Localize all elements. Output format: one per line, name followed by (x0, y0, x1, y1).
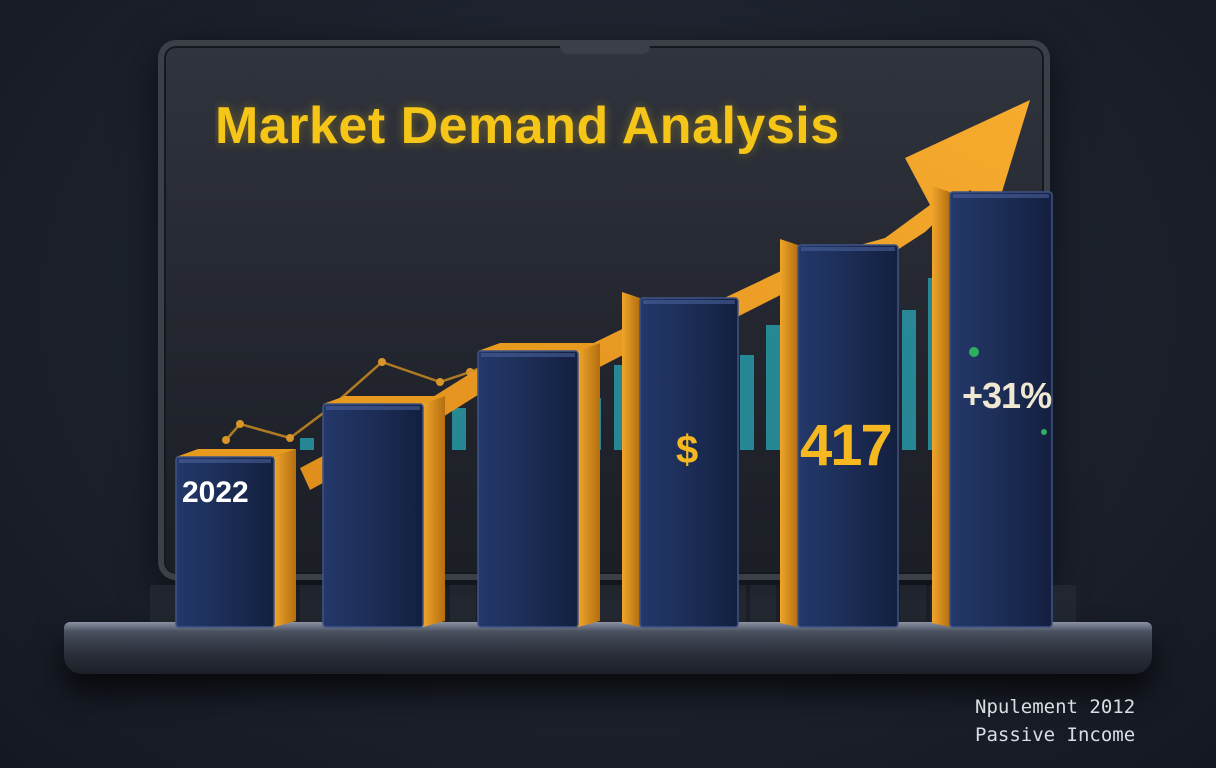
bar (477, 343, 600, 628)
background-trend-point (286, 434, 294, 442)
bar-label-value: 417 (800, 413, 893, 478)
bar-front (949, 191, 1053, 628)
background-bar (766, 325, 782, 450)
background-trend-point (436, 378, 444, 386)
bar (622, 292, 739, 628)
bar-front (639, 297, 739, 628)
bar-side (274, 449, 296, 627)
laptop-base (64, 622, 1152, 674)
bar-label-year: 2022 (182, 476, 249, 509)
bar-label-percent: +31% (962, 375, 1052, 416)
caption-line-2: Passive Income (975, 724, 1136, 746)
indicator-dot (1041, 429, 1047, 435)
caption-line-1: Npulement 2012 (975, 696, 1136, 718)
background-bar (740, 355, 754, 450)
bar-top (176, 449, 296, 457)
bar-label-dollar: $ (676, 428, 699, 472)
background-bar (300, 438, 314, 450)
bar-side (423, 396, 445, 627)
chart-title: Market Demand Analysis (215, 97, 840, 155)
bar-top (323, 396, 445, 404)
background-bar (452, 408, 466, 450)
background-trend-line (225, 358, 501, 441)
bar-highlight (179, 459, 271, 463)
bar-side (622, 292, 640, 627)
bar-front (322, 403, 424, 628)
bar-side (578, 343, 600, 627)
bar-highlight (801, 247, 895, 251)
background-trend-point (222, 436, 230, 444)
laptop-camera-notch (560, 40, 650, 54)
bar-highlight (953, 194, 1049, 198)
background-trend-point (378, 358, 386, 366)
indicator-dot (969, 347, 979, 357)
bar-highlight (481, 353, 575, 357)
bar (322, 396, 445, 628)
bar-highlight (326, 406, 420, 410)
bar (175, 449, 296, 628)
bars-group (175, 186, 1053, 628)
laptop-screen (158, 40, 1050, 580)
background-bar (902, 310, 916, 450)
bar (780, 239, 899, 628)
bar-highlight (643, 300, 735, 304)
bar-front (477, 350, 579, 628)
bar-side (932, 186, 950, 627)
bar-front (175, 456, 275, 628)
bar-front (797, 244, 899, 628)
bar-side (780, 239, 798, 627)
bar (932, 186, 1053, 628)
background-trend-point (236, 420, 244, 428)
bar-top (478, 343, 600, 351)
